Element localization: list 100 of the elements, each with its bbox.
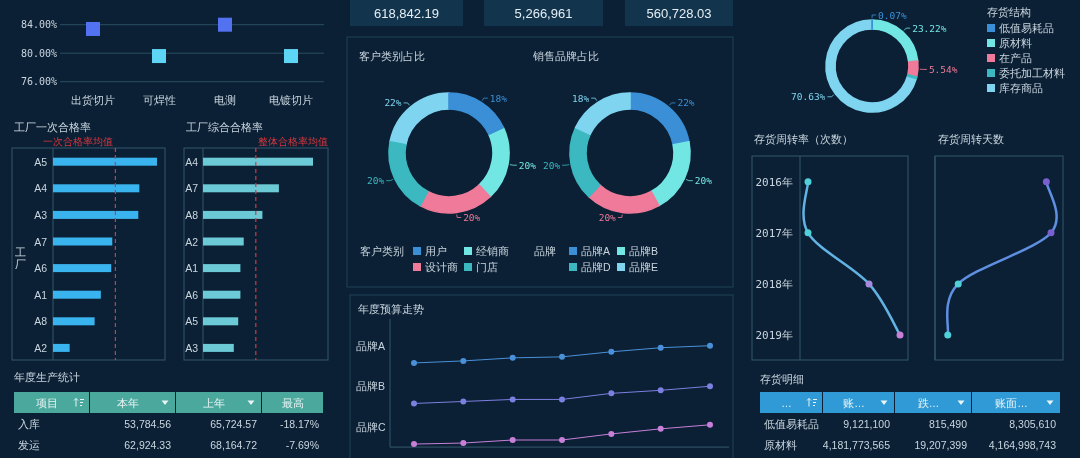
text: 4,181,773,565 bbox=[822, 438, 890, 451]
bar bbox=[53, 210, 139, 219]
category-label: 上年 bbox=[203, 396, 225, 409]
point bbox=[707, 421, 713, 428]
point bbox=[411, 441, 417, 448]
ref-line-label: 整体合格率均值 bbox=[257, 136, 328, 147]
donut-slice bbox=[574, 92, 631, 136]
y-tick-label: A5 bbox=[34, 155, 48, 168]
legend-label: 委托加工材料 bbox=[999, 67, 1065, 79]
bar bbox=[203, 184, 279, 193]
category-label: 项目 bbox=[36, 396, 58, 409]
legend-label: 经销商 bbox=[476, 245, 509, 257]
text: 品牌C bbox=[356, 421, 386, 434]
y-tick-label: A4 bbox=[34, 182, 48, 195]
chart-title: 年度预算走势 bbox=[358, 303, 424, 315]
data-label: 23.22% bbox=[912, 22, 947, 34]
data-label: 20% bbox=[542, 159, 561, 171]
bar bbox=[203, 343, 234, 352]
point bbox=[218, 17, 232, 32]
y-tick-label: 2019年 bbox=[755, 329, 793, 342]
y-tick-label: A2 bbox=[34, 341, 48, 354]
point bbox=[411, 359, 417, 366]
chart-title: 销售品牌占比 bbox=[532, 50, 599, 62]
data-label: 20% bbox=[694, 175, 713, 187]
y-tick-label: A6 bbox=[34, 262, 48, 275]
y-tick-label: A6 bbox=[185, 288, 199, 301]
data-label: 18% bbox=[489, 92, 508, 104]
category-label: 发运 bbox=[18, 438, 40, 451]
chart-title: 存货周转天数 bbox=[938, 133, 1004, 145]
category-label: 账… bbox=[843, 396, 865, 409]
point bbox=[657, 425, 664, 432]
text: 9,121,100 bbox=[843, 417, 890, 430]
point bbox=[509, 354, 516, 361]
legend-label: 低值易耗品 bbox=[999, 22, 1054, 34]
y-axis-title: 工厂 bbox=[14, 245, 26, 271]
point bbox=[657, 344, 664, 351]
x-tick-label: 电镀切片 bbox=[269, 94, 313, 106]
y-tick-label: 80.00% bbox=[20, 47, 57, 59]
data-label: 22% bbox=[384, 97, 402, 109]
data-label: 20% bbox=[367, 175, 385, 187]
point bbox=[608, 348, 615, 355]
point bbox=[559, 437, 565, 443]
legend-label: 门店 bbox=[476, 261, 498, 273]
legend-label: 品牌B bbox=[629, 245, 659, 257]
y-tick-label: A8 bbox=[34, 315, 48, 328]
point bbox=[559, 353, 565, 360]
chart-title: 存货周转率（次数） bbox=[754, 133, 853, 145]
legend-label: 设计商 bbox=[425, 261, 458, 273]
bar bbox=[53, 290, 101, 299]
point bbox=[460, 398, 467, 405]
y-tick-label: A1 bbox=[185, 262, 199, 275]
point bbox=[86, 21, 100, 36]
bar bbox=[53, 237, 113, 246]
bar bbox=[203, 317, 239, 326]
text: 68,164.72 bbox=[210, 438, 257, 451]
donut-slice bbox=[588, 184, 660, 214]
bar bbox=[203, 237, 244, 246]
donut-slice bbox=[650, 140, 691, 207]
y-tick-label: 84.00% bbox=[20, 19, 57, 31]
text: 53,784.56 bbox=[124, 417, 171, 430]
category-label: … bbox=[781, 396, 792, 409]
text: 年度生产统计 bbox=[14, 371, 80, 383]
text: 19,207,399 bbox=[914, 438, 967, 451]
y-tick-label: A5 bbox=[185, 315, 199, 328]
bar bbox=[53, 264, 112, 273]
point bbox=[411, 400, 417, 407]
point bbox=[1042, 178, 1050, 186]
chart-title: 工厂综合合格率 bbox=[186, 121, 263, 133]
legend-label: 用户 bbox=[425, 245, 447, 257]
y-tick-label: A4 bbox=[185, 155, 199, 168]
donut-slice bbox=[906, 74, 918, 80]
chart-title: 客户类别占比 bbox=[359, 50, 425, 62]
donut-slice bbox=[448, 92, 505, 136]
text: -18.17% bbox=[279, 417, 319, 430]
text: 品牌A bbox=[356, 339, 386, 352]
point bbox=[152, 49, 166, 64]
bar bbox=[203, 264, 241, 273]
y-tick-label: 76.00% bbox=[20, 76, 57, 88]
y-tick-label: A7 bbox=[185, 182, 199, 195]
point bbox=[1047, 229, 1055, 237]
point bbox=[608, 390, 615, 397]
chart-title: 工厂一次合格率 bbox=[14, 121, 91, 133]
text: 618,842.19 bbox=[373, 5, 440, 21]
point bbox=[284, 49, 298, 64]
text: 5,266,961 bbox=[514, 5, 573, 21]
bar bbox=[53, 184, 140, 193]
y-tick-label: A2 bbox=[185, 235, 199, 248]
text: 62,924.33 bbox=[124, 438, 171, 451]
category-label: 跌… bbox=[917, 396, 940, 409]
point bbox=[509, 437, 516, 443]
point bbox=[954, 280, 962, 288]
donut-slice bbox=[388, 140, 429, 207]
legend-label: 品牌A bbox=[581, 245, 611, 257]
point bbox=[707, 383, 713, 390]
data-label: 20% bbox=[598, 211, 617, 223]
data-label: 5.54% bbox=[928, 63, 958, 75]
category-label: 账面… bbox=[995, 396, 1028, 409]
legend-label: 品牌D bbox=[581, 261, 611, 273]
bar bbox=[203, 210, 263, 219]
point bbox=[707, 342, 713, 349]
